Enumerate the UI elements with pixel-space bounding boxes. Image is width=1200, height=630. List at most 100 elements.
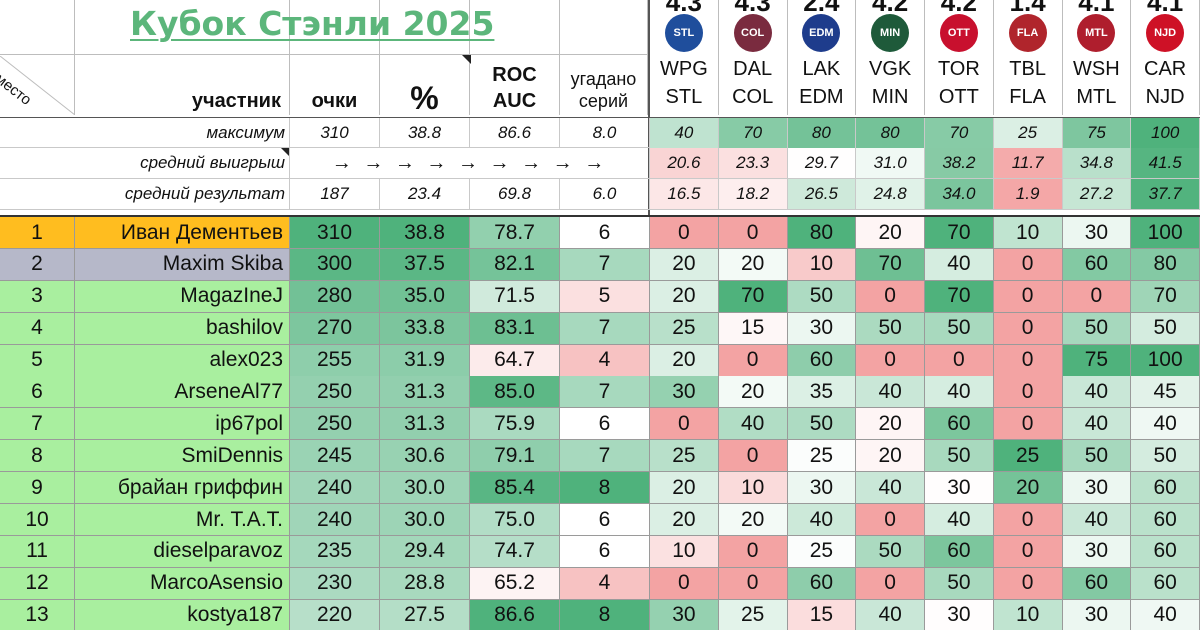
series-cell: 6	[560, 217, 650, 248]
team-score-cell: 0	[993, 567, 1063, 599]
team-score-cell: 60	[1131, 504, 1200, 536]
team-score-cell: 60	[787, 567, 857, 599]
panthers-logo-icon: FLA	[1008, 14, 1047, 52]
points-cell: 300	[290, 248, 380, 280]
percent-cell: 27.5	[380, 599, 470, 630]
comment-marker	[462, 55, 471, 64]
rank-cell: 13	[0, 599, 75, 630]
stats-label: средний результат	[0, 179, 290, 209]
matchup-team-1: WSH	[1073, 58, 1120, 80]
rank-cell: 10	[0, 504, 75, 536]
team-score-cell: 0	[993, 376, 1063, 408]
team-score-cell: 0	[856, 504, 925, 536]
team-score-cell: 20	[856, 408, 925, 440]
series-cell: 6	[560, 535, 650, 567]
team-score-cell: 80	[787, 217, 857, 248]
matchup-team-2: COL	[732, 86, 774, 108]
participant-header: участник	[75, 0, 290, 115]
points-cell: 280	[290, 280, 380, 312]
series-cell: 8	[560, 599, 650, 630]
team-score-cell: 30	[1062, 535, 1132, 567]
team-score-cell: 0	[650, 567, 719, 599]
table-row: 3 MagazIneJ 280 35.0 71.5 5 20 70 50 0 70 0 0 70	[0, 280, 1200, 313]
team-score-cell: 50	[925, 440, 994, 472]
participant-name: MarcoAsensio	[75, 567, 290, 599]
table-row: 4 bashilov 270 33.8 83.1 7 25 15 30 50 50 0 50 50	[0, 312, 1200, 345]
stats-team-value: 27.2	[1062, 179, 1132, 209]
team-score-cell: 50	[925, 312, 994, 344]
participant-name: ArseneAl77	[75, 376, 290, 408]
percent-cell: 38.8	[380, 217, 470, 248]
roc-auc-cell: 85.0	[470, 376, 560, 408]
stats-series: 6.0	[560, 179, 650, 209]
stats-team-value: 23.3	[718, 148, 788, 178]
rank-cell: 6	[0, 376, 75, 408]
rank-cell: 3	[0, 280, 75, 312]
team-score-cell: 30	[787, 472, 857, 504]
percent-cell: 33.8	[380, 312, 470, 344]
team-score-cell: 20	[718, 504, 788, 536]
stats-team-value: 18.2	[718, 179, 788, 209]
points-header-label: очки	[311, 90, 358, 112]
participant-name: ip67pol	[75, 408, 290, 440]
team-score-cell: 0	[856, 567, 925, 599]
team-score-cell: 10	[718, 472, 788, 504]
table-row: 2 Maxim Skiba 300 37.5 82.1 7 20 20 10 70 40 0 60 80	[0, 248, 1200, 281]
team-score-cell: 15	[718, 312, 788, 344]
stats-roc: 86.6	[470, 118, 560, 148]
participant-name: alex023	[75, 344, 290, 376]
table-row: 7 ip67pol 250 31.3 75.9 6 0 40 50 20 60 0 40 40	[0, 408, 1200, 441]
roc-auc-cell: 74.7	[470, 535, 560, 567]
team-score-cell: 0	[993, 535, 1063, 567]
series-cell: 7	[560, 312, 650, 344]
team-score-cell: 40	[1062, 376, 1132, 408]
team-score-cell: 20	[993, 472, 1063, 504]
table-row: 8 SmiDennis 245 30.6 79.1 7 25 0 25 20 50 25 50 50	[0, 440, 1200, 473]
percent-cell: 31.3	[380, 408, 470, 440]
team-score-cell: 0	[993, 280, 1063, 312]
points-cell: 255	[290, 344, 380, 376]
series-header-label: угадано серий	[560, 68, 647, 112]
table-row: 5 alex023 255 31.9 64.7 4 20 0 60 0 0 0 75 100	[0, 344, 1200, 377]
roc-auc-cell: 86.6	[470, 599, 560, 630]
team-score-cell: 35	[787, 376, 857, 408]
series-header-line1: угадано	[570, 69, 637, 89]
team-rating: 2.4	[803, 0, 840, 17]
rank-cell: 2	[0, 248, 75, 280]
stats-points: 310	[290, 118, 380, 148]
matchup-team-1: TOR	[937, 58, 980, 80]
team-score-cell: 40	[787, 504, 857, 536]
percent-cell: 28.8	[380, 567, 470, 599]
team-score-cell: 40	[1131, 408, 1200, 440]
stats-percent: 23.4	[380, 179, 470, 209]
team-score-cell: 40	[1062, 408, 1132, 440]
team-score-cell: 0	[993, 248, 1063, 280]
series-cell: 5	[560, 280, 650, 312]
stats-team-value: 80	[787, 118, 857, 148]
arrow-row: → → → → → → → → →	[290, 148, 650, 178]
participant-name: kostya187	[75, 599, 290, 630]
participant-name: SmiDennis	[75, 440, 290, 472]
stats-roc: 69.8	[470, 179, 560, 209]
matchup-team-2: NJD	[1145, 86, 1185, 108]
rank-cell: 12	[0, 567, 75, 599]
points-cell: 250	[290, 408, 380, 440]
team-score-cell: 0	[993, 504, 1063, 536]
stats-team-value: 75	[1062, 118, 1132, 148]
team-score-cell: 60	[925, 408, 994, 440]
team-score-cell: 80	[1131, 248, 1200, 280]
team-score-cell: 30	[925, 472, 994, 504]
team-score-cell: 20	[856, 217, 925, 248]
points-cell: 230	[290, 567, 380, 599]
team-header-njd: 4.1 NJD CAR NJD	[1131, 0, 1200, 115]
stats-points: 187	[290, 179, 380, 209]
team-score-cell: 25	[787, 535, 857, 567]
stats-team-value: 20.6	[650, 148, 719, 178]
participant-name: Mr. T.A.T.	[75, 504, 290, 536]
team-score-cell: 70	[1131, 280, 1200, 312]
stats-team-value: 34.0	[925, 179, 994, 209]
header-divider	[0, 54, 650, 55]
matchup-team-1: WPG	[659, 58, 708, 80]
team-score-cell: 30	[787, 312, 857, 344]
team-score-cell: 25	[993, 440, 1063, 472]
